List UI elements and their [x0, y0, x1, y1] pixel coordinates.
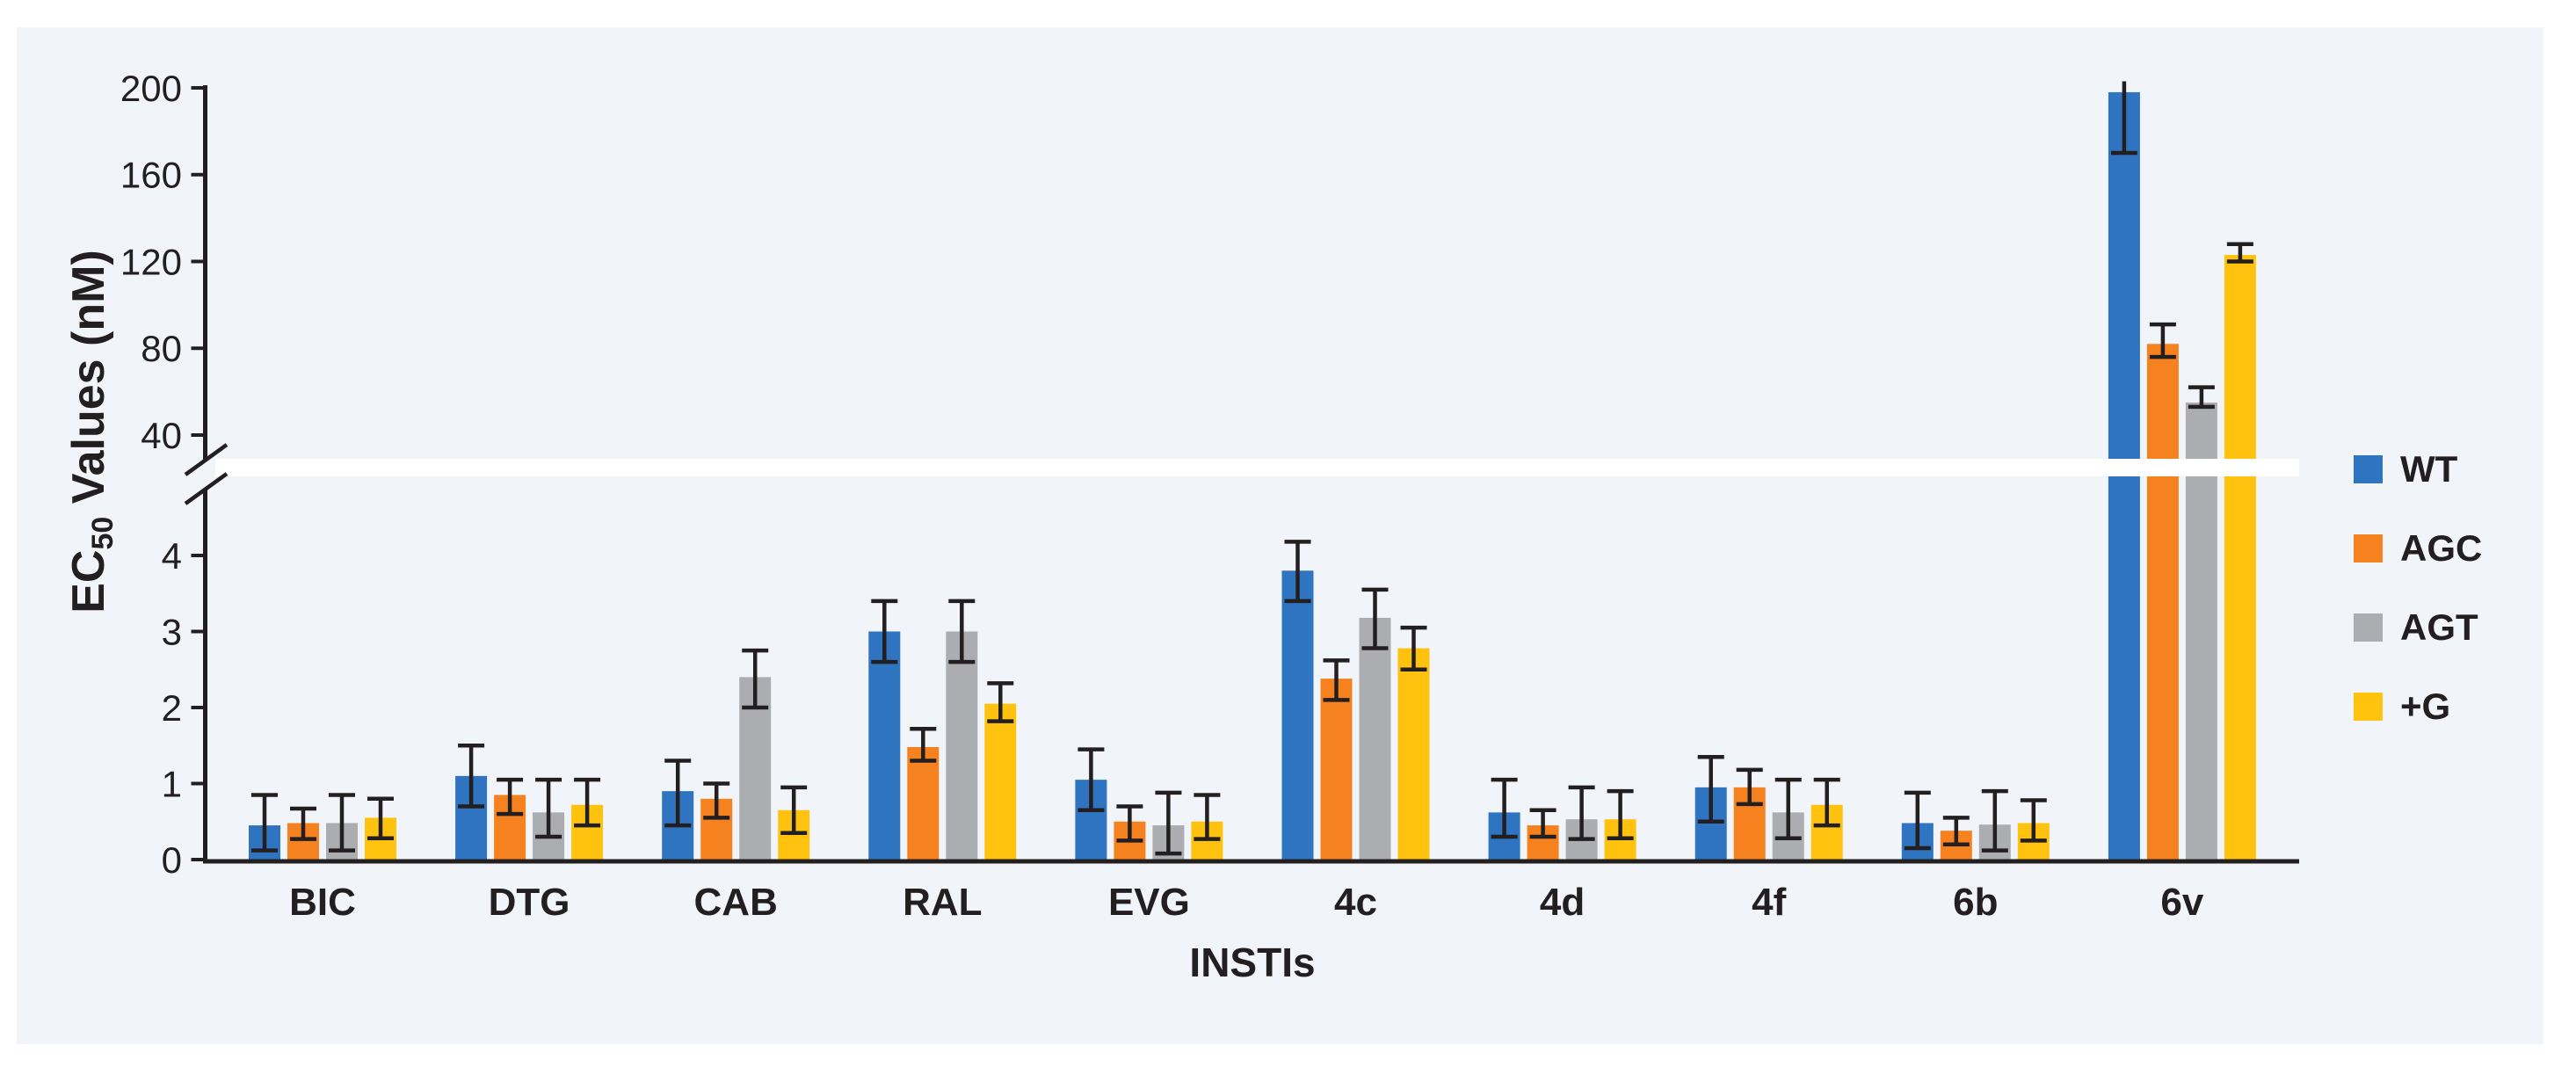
legend-label-AGC: AGC — [2400, 527, 2483, 569]
bar-+G-4c — [1397, 648, 1430, 861]
bar-WT-RAL — [868, 631, 901, 861]
legend-swatch-AGT — [2354, 613, 2383, 642]
axis-break-slash-upper — [184, 443, 229, 476]
category-label-DTG: DTG — [489, 881, 570, 924]
axis-break-band — [215, 459, 2299, 476]
bar-AGT-4c — [1359, 617, 1391, 861]
legend-item-AGC: AGC — [2354, 530, 2482, 567]
bar-AGC-4c — [1320, 679, 1353, 861]
y-tick-label: 160 — [120, 155, 182, 196]
bar-AGC-RAL — [907, 746, 940, 861]
category-label-6b: 6b — [1953, 881, 1998, 924]
category-label-RAL: RAL — [903, 881, 982, 924]
y-tick-label: 40 — [141, 415, 182, 456]
bar-AGT-RAL — [946, 631, 978, 861]
legend-label-AGT: AGT — [2400, 606, 2478, 648]
y-tick-label: 1 — [162, 764, 182, 805]
bar-AGT-6v — [2185, 402, 2217, 862]
y-tick-label: 120 — [120, 241, 182, 282]
x-axis-title: INSTIs — [1189, 940, 1316, 985]
y-axis-title-prefix: EC — [63, 549, 114, 613]
category-label-CAB: CAB — [694, 881, 778, 924]
legend-swatch-WT — [2354, 455, 2383, 483]
y-tick-label: 200 — [120, 68, 182, 109]
bar-+G-RAL — [984, 703, 1017, 861]
category-label-BIC: BIC — [289, 881, 356, 924]
bar-AGC-6v — [2146, 344, 2179, 861]
legend-swatch-AGC — [2354, 534, 2383, 563]
bar-WT-4c — [1281, 570, 1314, 861]
legend-item-+G: +G — [2354, 688, 2482, 725]
y-tick-label: 2 — [162, 687, 182, 729]
legend-label-WT: WT — [2400, 448, 2458, 490]
category-label-4d: 4d — [1540, 881, 1585, 924]
category-label-6v: 6v — [2160, 881, 2203, 924]
bar-WT-6v — [2108, 91, 2140, 861]
legend-swatch-+G — [2354, 693, 2383, 721]
legend-item-WT: WT — [2354, 451, 2482, 488]
legend: WT AGC AGT +G — [2354, 451, 2482, 725]
y-axis-title: EC50 Values (nM) — [63, 185, 120, 678]
legend-item-AGT: AGT — [2354, 609, 2482, 646]
y-tick-label: 3 — [162, 612, 182, 653]
legend-label-+G: +G — [2400, 686, 2451, 727]
y-axis-title-suffix: Values (nM) — [63, 250, 114, 517]
y-tick-label: 4 — [162, 535, 182, 577]
y-tick-label: 0 — [162, 839, 182, 881]
category-label-4c: 4c — [1334, 881, 1377, 924]
axis-break-slash-lower — [184, 472, 229, 505]
category-label-4f: 4f — [1752, 881, 1786, 924]
category-label-EVG: EVG — [1108, 881, 1190, 924]
y-tick-label: 80 — [141, 328, 182, 369]
bar-+G-6v — [2224, 255, 2256, 861]
y-axis-title-subscript: 50 — [86, 516, 120, 550]
